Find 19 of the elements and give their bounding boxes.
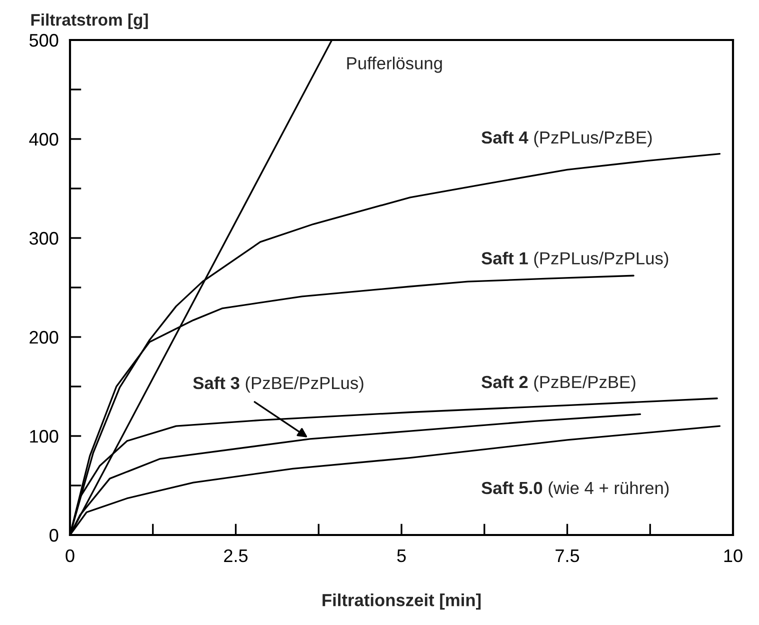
x-axis-title: Filtrationszeit [min]	[322, 594, 481, 610]
y-tick-label: 100	[30, 430, 58, 443]
series-label: Saft 2 (PzBE/PzBE)	[482, 375, 636, 392]
y-tick-label: 400	[29, 132, 58, 146]
x-tick-label: 7.5	[556, 550, 580, 562]
y-tick-label: 0	[50, 528, 58, 542]
y-tick-label: 200	[30, 330, 58, 344]
y-axis-title: Filtratstrom [g]	[31, 14, 148, 30]
x-tick-label: 10	[724, 549, 742, 562]
series-label: Saft 5.0 (wie 4 + rühren)	[482, 481, 669, 498]
x-tick-label: 2.5	[224, 549, 248, 562]
x-tick-label: 0	[66, 549, 74, 562]
y-tick-label: 300	[29, 232, 58, 245]
x-tick-label: 5	[397, 550, 406, 562]
text: Saft 3 (PzBE/PzPLus)	[193, 376, 364, 393]
y-tick-label: 500	[29, 34, 58, 47]
series-label: Saft 4 (PzPLus/PzBE)	[482, 130, 652, 148]
series-label: Saft 1 (PzPLus/PzPLus)	[482, 252, 668, 268]
series-label: Pufferlösung	[347, 56, 442, 73]
